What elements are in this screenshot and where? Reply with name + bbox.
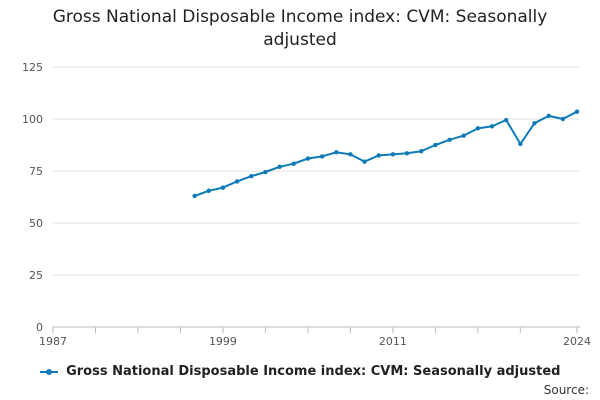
gridlines bbox=[53, 66, 580, 328]
x-axis-labels: 1987 1999 2011 2024 bbox=[39, 335, 591, 348]
data-point[interactable] bbox=[461, 133, 466, 138]
data-point[interactable] bbox=[376, 153, 381, 158]
y-tick-label: 25 bbox=[29, 269, 43, 282]
chart-title-line-2: adjusted bbox=[263, 30, 337, 50]
chart-title: Gross National Disposable Income index: … bbox=[0, 6, 600, 52]
x-tick-label: 1987 bbox=[39, 335, 67, 348]
data-point[interactable] bbox=[305, 156, 311, 161]
data-point[interactable] bbox=[277, 164, 282, 170]
y-axis-labels: 0 25 50 75 100 125 bbox=[22, 61, 43, 334]
source-label: Source: bbox=[543, 383, 589, 397]
data-point[interactable] bbox=[560, 116, 566, 122]
series-line bbox=[194, 110, 578, 197]
data-point[interactable] bbox=[532, 120, 537, 126]
data-point[interactable] bbox=[334, 150, 339, 155]
data-point[interactable] bbox=[390, 152, 396, 157]
x-tick-label: 1999 bbox=[209, 335, 237, 348]
y-tick-label: 50 bbox=[29, 217, 43, 230]
data-point[interactable] bbox=[319, 154, 325, 159]
data-point[interactable] bbox=[206, 188, 211, 193]
data-point[interactable] bbox=[249, 174, 254, 179]
data-point[interactable] bbox=[419, 149, 424, 154]
data-point[interactable] bbox=[263, 169, 268, 175]
legend: Gross National Disposable Income index: … bbox=[0, 364, 600, 379]
chart-title-line-1: Gross National Disposable Income index: … bbox=[52, 7, 548, 27]
data-point[interactable] bbox=[447, 137, 452, 142]
data-point[interactable] bbox=[489, 124, 495, 129]
data-point[interactable] bbox=[404, 151, 410, 156]
x-tick-label: 2024 bbox=[563, 335, 591, 348]
data-point[interactable] bbox=[574, 109, 580, 114]
x-axis bbox=[52, 326, 580, 333]
data-point[interactable] bbox=[192, 193, 197, 199]
data-point[interactable] bbox=[503, 117, 509, 123]
y-tick-label: 0 bbox=[36, 321, 43, 334]
data-point[interactable] bbox=[234, 179, 240, 184]
legend-line-marker-icon bbox=[39, 367, 58, 377]
data-point[interactable] bbox=[546, 113, 551, 119]
legend-label: Gross National Disposable Income index: … bbox=[66, 364, 561, 379]
data-point[interactable] bbox=[518, 141, 523, 147]
x-tick-label: 2011 bbox=[379, 335, 407, 348]
data-point[interactable] bbox=[433, 142, 438, 148]
series-layer bbox=[192, 109, 580, 199]
y-tick-label: 125 bbox=[22, 61, 43, 74]
data-point[interactable] bbox=[475, 126, 481, 131]
y-tick-label: 75 bbox=[29, 165, 43, 178]
y-tick-label: 100 bbox=[22, 113, 43, 126]
data-point[interactable] bbox=[220, 185, 226, 190]
data-point[interactable] bbox=[362, 159, 367, 164]
data-point[interactable] bbox=[291, 161, 296, 166]
data-point[interactable] bbox=[348, 152, 353, 157]
